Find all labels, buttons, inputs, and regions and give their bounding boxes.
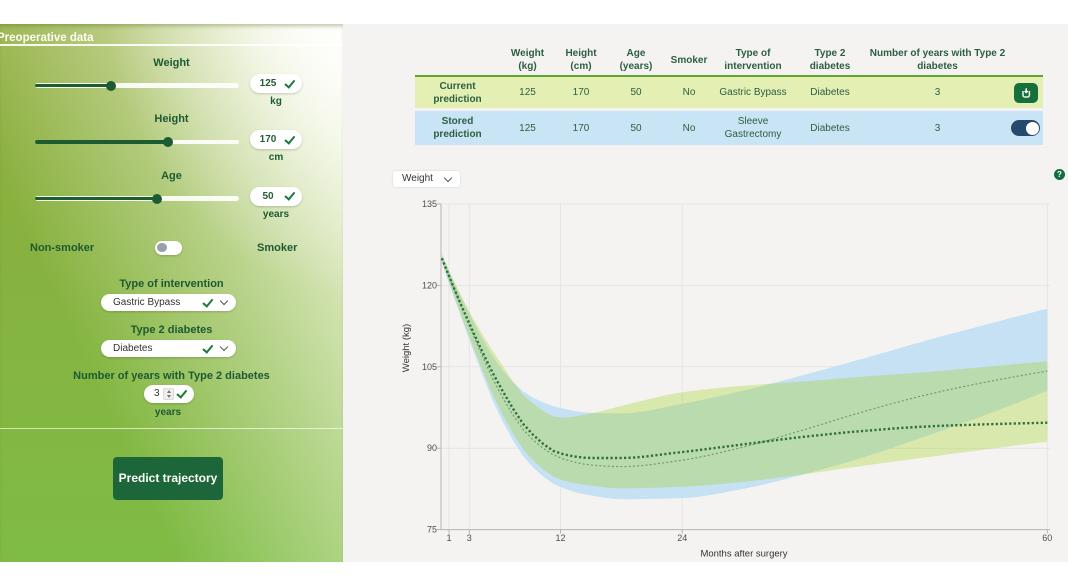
svg-text:105: 105 [422,362,437,372]
svg-text:24: 24 [677,533,687,543]
svg-text:135: 135 [422,199,437,209]
svg-text:1: 1 [446,533,451,543]
svg-text:75: 75 [427,525,437,535]
svg-text:Months after surgery: Months after surgery [700,549,787,560]
svg-text:12: 12 [555,533,565,543]
svg-text:Weight (kg): Weight (kg) [401,324,412,372]
svg-text:120: 120 [422,280,437,290]
svg-text:3: 3 [467,533,472,543]
svg-text:60: 60 [1042,533,1052,543]
svg-text:90: 90 [427,443,437,453]
